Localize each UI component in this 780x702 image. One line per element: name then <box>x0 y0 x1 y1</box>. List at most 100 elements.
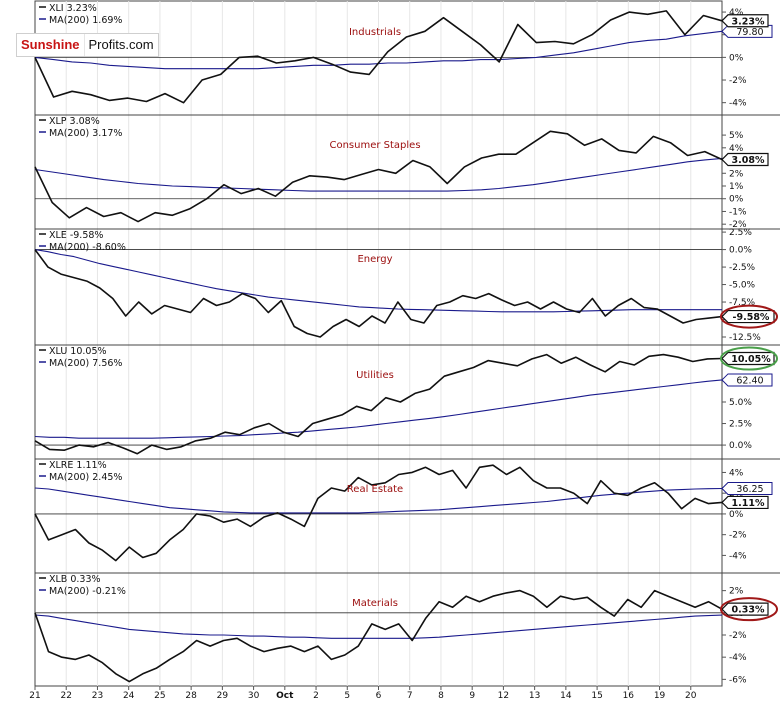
y-tick-label: -4% <box>729 653 747 663</box>
price-value-box <box>721 152 769 167</box>
price-value-label: -9.58% <box>733 312 770 323</box>
price-value-label: 3.08% <box>732 155 765 166</box>
ma-line <box>34 614 723 639</box>
price-value-box <box>721 351 775 366</box>
panel-title: Industrials <box>349 27 401 38</box>
x-tick-label: 8 <box>438 691 444 701</box>
highlight-circle <box>720 304 778 329</box>
y-tick-label: 5% <box>729 131 744 141</box>
y-tick-label: 0% <box>729 195 744 205</box>
legend-ma-text: MA(200) 2.45% <box>49 472 122 483</box>
ma-line <box>34 157 723 192</box>
legend-ma-text: MA(200) 3.17% <box>49 128 122 139</box>
price-line <box>34 353 723 455</box>
y-tick-label: 0.0% <box>729 441 752 451</box>
price-line <box>34 589 723 683</box>
x-tick-label: Oct <box>276 691 294 701</box>
legend-price-text: XLU 10.05% <box>49 346 107 357</box>
x-tick-label: 21 <box>29 691 40 701</box>
y-tick-label: 0% <box>729 510 744 520</box>
x-tick-label: 25 <box>154 691 165 701</box>
x-tick-label: 5 <box>344 691 350 701</box>
x-tick-label: 22 <box>61 691 72 701</box>
ma-line <box>34 249 722 313</box>
y-tick-label: 2% <box>729 587 744 597</box>
x-tick-label: 7 <box>407 691 413 701</box>
x-tick-label: 15 <box>591 691 602 701</box>
price-value-label: 3.23% <box>732 16 765 27</box>
y-tick-label: -7.5% <box>729 298 756 308</box>
x-tick-label: 9 <box>469 691 475 701</box>
price-value-box <box>721 14 769 28</box>
price-value-box <box>721 495 769 510</box>
x-tick-label: 2 <box>313 691 319 701</box>
x-tick-label: 29 <box>217 691 229 701</box>
legend-ma-text: MA(200) -0.21% <box>49 586 126 597</box>
y-tick-label: -2% <box>729 220 747 230</box>
y-tick-label: -2% <box>729 76 747 86</box>
legend-ma-text: MA(200) 1.69% <box>49 15 122 26</box>
x-tick-label: 30 <box>248 691 260 701</box>
price-value-box <box>721 602 769 616</box>
ma-value-box <box>721 482 773 496</box>
y-tick-label: 4% <box>729 8 744 18</box>
legend-price-text: XLP 3.08% <box>49 116 100 127</box>
y-tick-label: 0% <box>729 53 744 63</box>
panel-title: Consumer Staples <box>329 140 420 151</box>
ma-value-box <box>721 373 773 387</box>
y-tick-label: 4% <box>729 468 744 478</box>
x-tick-label: 14 <box>560 691 572 701</box>
legend-ma-text: MA(200) -8.60% <box>49 242 126 253</box>
x-tick-label: 24 <box>123 691 135 701</box>
x-tick-label: 12 <box>498 691 509 701</box>
y-tick-label: -4% <box>729 99 747 109</box>
price-line <box>34 10 723 104</box>
y-tick-label: 2.5% <box>729 228 752 238</box>
y-tick-label: -2% <box>729 531 747 541</box>
x-tick-label: 23 <box>92 691 103 701</box>
logo-part-sunshine: Sunshine <box>17 34 84 56</box>
legend-price-text: XLRE 1.11% <box>49 460 107 471</box>
y-tick-label: 4% <box>729 144 744 154</box>
x-tick-label: 13 <box>529 691 540 701</box>
y-tick-label: 2% <box>729 169 744 179</box>
ma-value-label: 36.25 <box>736 484 763 495</box>
price-line <box>34 130 723 223</box>
ma-line <box>34 487 723 514</box>
y-tick-label: -6% <box>729 675 747 685</box>
price-value-label: 10.05% <box>731 354 771 365</box>
x-tick-label: 28 <box>185 691 197 701</box>
panel-title: Real Estate <box>347 484 403 495</box>
legend-price-text: XLI 3.23% <box>49 3 97 14</box>
price-line <box>34 249 723 338</box>
legend-ma-text: MA(200) 7.56% <box>49 358 122 369</box>
highlight-circle <box>720 346 778 371</box>
ma-line <box>34 379 723 439</box>
y-tick-label: -2% <box>729 631 747 641</box>
x-tick-label: 20 <box>685 691 697 701</box>
panel-3: 2.5%0.0%-2.5%-5.0%-7.5%-10.0%-12.5%Energ… <box>34 228 780 343</box>
y-tick-label: -4% <box>729 551 747 561</box>
x-tick-label: 19 <box>654 691 666 701</box>
y-tick-label: 0.0% <box>729 246 752 256</box>
x-tick-label: 16 <box>623 691 635 701</box>
y-tick-label: 2.5% <box>729 420 752 430</box>
panel-title: Energy <box>357 254 392 265</box>
y-tick-label: 5.0% <box>729 398 752 408</box>
panel-title: Materials <box>352 598 398 609</box>
legend-price-text: XLB 0.33% <box>49 574 101 585</box>
price-line <box>34 464 723 562</box>
logo-part-profits: Profits.com <box>83 34 158 56</box>
y-tick-label: -12.5% <box>729 333 761 343</box>
sunshine-profits-logo: Sunshine Profits.com <box>16 33 159 57</box>
y-tick-label: -1% <box>729 207 747 217</box>
panel-title: Utilities <box>356 370 394 381</box>
legend-price-text: XLE -9.58% <box>49 230 103 241</box>
